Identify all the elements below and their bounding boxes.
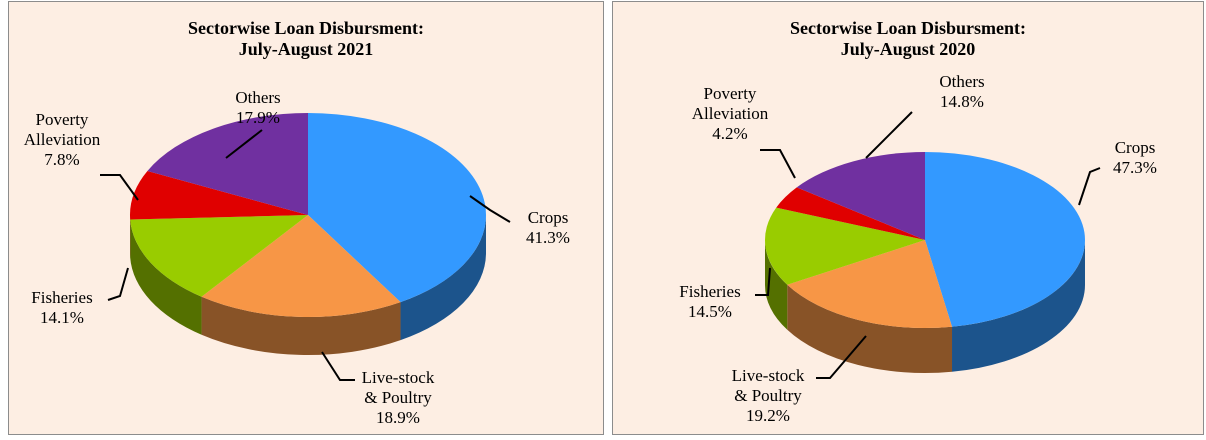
slice-side <box>130 219 202 335</box>
slice <box>201 215 401 318</box>
category-label: Poverty Alleviation <box>691 84 769 123</box>
slice-side <box>400 215 486 341</box>
chart-title: Sectorwise Loan Disbursment: July-August … <box>708 18 1108 60</box>
leader-line <box>469 195 511 223</box>
value-label: 47.3% <box>1113 158 1157 177</box>
slice-side <box>765 240 788 330</box>
data-label: Live-stock & Poultry 18.9% <box>354 368 442 428</box>
leader-line <box>107 267 129 301</box>
value-label: 4.2% <box>712 124 748 143</box>
leader-line <box>225 129 263 159</box>
category-label: Crops <box>1114 138 1156 157</box>
category-label: Live-stock & Poultry <box>731 366 805 405</box>
value-label: 17.9% <box>236 108 280 127</box>
slice <box>787 240 953 328</box>
slice <box>796 152 925 240</box>
slice <box>308 113 486 303</box>
category-label: Poverty Alleviation <box>23 110 101 149</box>
slice <box>765 207 925 285</box>
subtitle: July-August 2020 <box>840 39 976 59</box>
leader-line <box>755 267 771 296</box>
leader-line <box>321 351 355 381</box>
category-label: Others <box>939 72 985 91</box>
data-label: Crops 47.3% <box>1100 138 1170 178</box>
value-label: 14.8% <box>940 92 984 111</box>
value-label: 19.2% <box>746 406 790 425</box>
value-label: 14.5% <box>688 302 732 321</box>
data-label: Fisheries 14.1% <box>17 288 107 328</box>
leader-line <box>100 174 139 201</box>
slice <box>147 113 308 215</box>
category-label: Others <box>235 88 281 107</box>
data-label: Others 17.9% <box>218 88 298 128</box>
data-label: Poverty Alleviation 7.8% <box>15 110 110 170</box>
slice-side <box>952 240 1085 372</box>
slice <box>130 170 308 220</box>
data-label: Live-stock & Poultry 19.2% <box>724 366 812 426</box>
leader-line <box>816 335 867 379</box>
value-label: 18.9% <box>376 408 420 427</box>
slice-side <box>201 296 401 355</box>
value-label: 7.8% <box>44 150 80 169</box>
leader-line <box>865 111 913 159</box>
slice-side <box>787 284 953 373</box>
category-label: Crops <box>527 208 569 227</box>
subtitle: July-August 2021 <box>238 39 374 59</box>
slice <box>925 152 1086 327</box>
data-label: Others 14.8% <box>922 72 1002 112</box>
category-label: Live-stock & Poultry <box>361 368 435 407</box>
title-line: Sectorwise Loan Disbursment: <box>188 18 424 38</box>
category-label: Fisheries <box>679 282 741 301</box>
value-label: 14.1% <box>40 308 84 327</box>
data-label: Poverty Alleviation 4.2% <box>683 84 778 144</box>
value-label: 41.3% <box>526 228 570 247</box>
data-label: Fisheries 14.5% <box>665 282 755 322</box>
data-label: Crops 41.3% <box>513 208 583 248</box>
leader-line <box>760 149 796 179</box>
slice <box>776 187 925 240</box>
category-label: Fisheries <box>31 288 93 307</box>
leader-line <box>1078 167 1101 206</box>
title-line: Sectorwise Loan Disbursment: <box>790 18 1026 38</box>
chart-title: Sectorwise Loan Disbursment: July-August … <box>106 18 506 60</box>
slice <box>130 215 308 297</box>
